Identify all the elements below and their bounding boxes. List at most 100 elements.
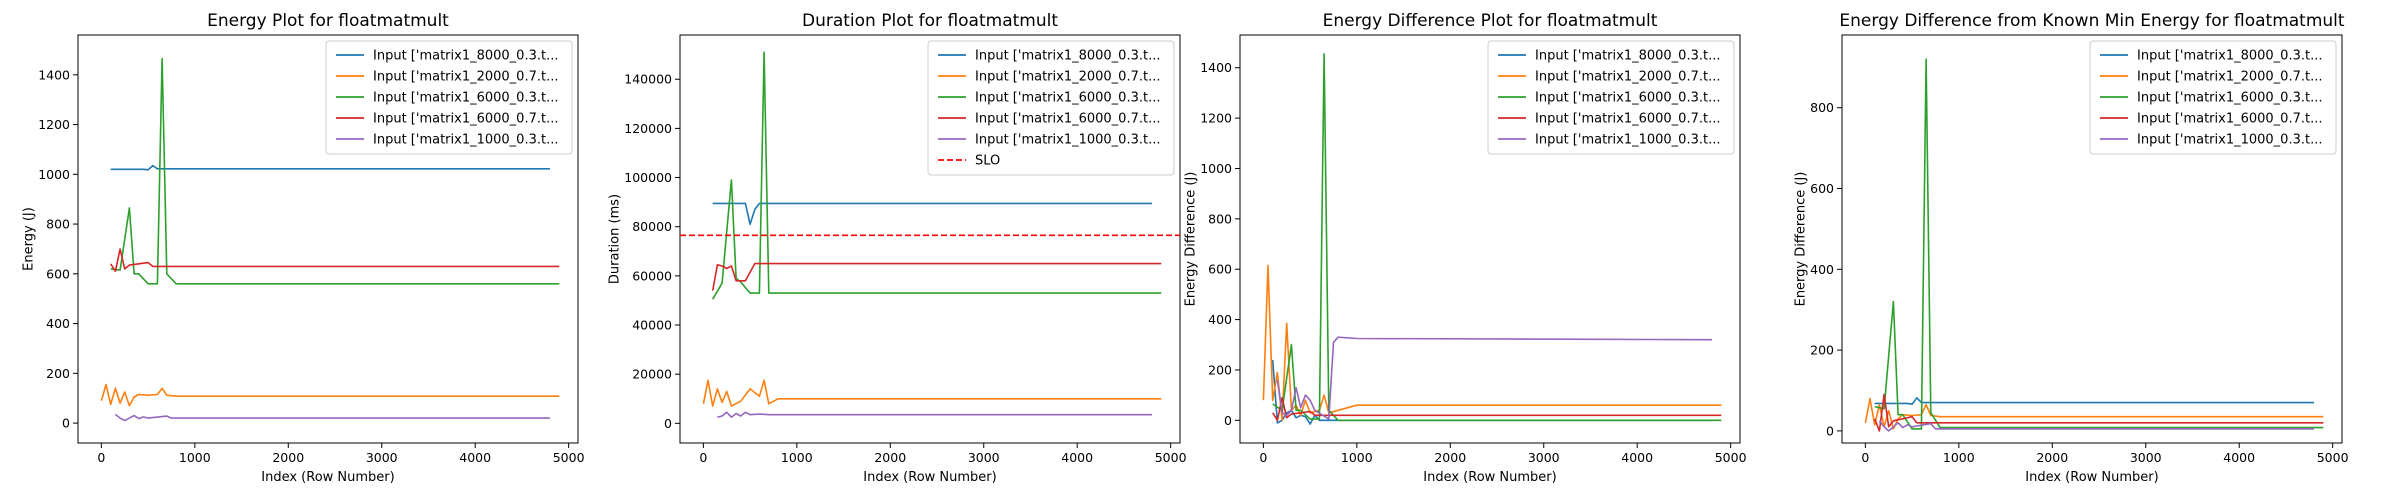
y-tick-label: 1400 — [38, 67, 70, 82]
x-tick-label: 3000 — [2130, 450, 2162, 465]
y-tick-label: 200 — [46, 366, 70, 381]
x-tick-label: 5000 — [1155, 450, 1187, 465]
legend-box — [325, 40, 573, 155]
y-tick-label: 120000 — [624, 121, 672, 136]
y-tick-label: 20000 — [632, 367, 672, 382]
y-tick-label: 0 — [1826, 423, 1834, 438]
chart-title: Energy Difference from Known Min Energy … — [1839, 11, 2344, 31]
x-tick-label: 0 — [1259, 450, 1267, 465]
legend-label: Input ['matrix1_6000_0.3.t... — [975, 91, 1160, 106]
legend-label: Input ['matrix1_2000_0.7.t... — [1535, 70, 1720, 85]
x-tick-label: 2000 — [2036, 450, 2068, 465]
y-tick-label: 200 — [1810, 343, 1834, 358]
chart-panel-2: Duration Plot for floatmatmult 0 1000 2000 3… — [608, 11, 1187, 485]
series-line-5 — [1878, 420, 2314, 432]
y-tick-label: 600 — [1208, 262, 1232, 277]
y-tick-label: 1200 — [1200, 111, 1232, 126]
legend-label: Input ['matrix1_1000_0.3.t... — [373, 133, 558, 148]
x-tick-label: 5000 — [1715, 450, 1747, 465]
x-tick-label: 1000 — [781, 450, 813, 465]
series-line-5 — [1276, 336, 1713, 420]
x-tick-label: 2000 — [874, 450, 906, 465]
legend-label: Input ['matrix1_6000_0.3.t... — [1535, 91, 1720, 106]
legend-label: Input ['matrix1_6000_0.7.t... — [975, 112, 1160, 127]
x-tick-label: 3000 — [1528, 450, 1560, 465]
x-axis-label: Index (Row Number) — [863, 470, 996, 485]
y-tick-label: 1200 — [38, 117, 70, 132]
legend-label: Input ['matrix1_1000_0.3.t... — [2137, 133, 2322, 148]
y-tick-label: 400 — [1208, 312, 1232, 327]
x-axis-label: Index (Row Number) — [261, 470, 394, 485]
legend: Input ['matrix1_8000_0.3.t... Input ['mat… — [927, 40, 1175, 176]
legend-label: Input ['matrix1_6000_0.3.t... — [2137, 91, 2322, 106]
x-tick-label: 1000 — [179, 450, 211, 465]
chart-panel-4: Energy Difference from Known Min Energy … — [1793, 11, 2348, 485]
y-tick-label: 0 — [664, 416, 672, 431]
y-tick-label: 0 — [1224, 413, 1232, 428]
series-line-2 — [702, 379, 1162, 407]
legend-label: Input ['matrix1_2000_0.7.t... — [2137, 70, 2322, 85]
x-tick-label: 3000 — [968, 450, 1000, 465]
series-line-3 — [1874, 58, 2324, 430]
y-tick-label: 100000 — [624, 170, 672, 185]
data-layer — [1864, 58, 2324, 432]
legend: Input ['matrix1_8000_0.3.t... Input ['mat… — [1487, 40, 1735, 155]
series-line-1 — [110, 164, 550, 171]
chart-title: Duration Plot for floatmatmult — [802, 11, 1058, 31]
legend-box — [1487, 40, 1735, 155]
data-layer — [680, 51, 1180, 419]
x-tick-label: 5000 — [553, 450, 585, 465]
y-tick-label: 400 — [1810, 262, 1834, 277]
series-line-2 — [1864, 397, 2324, 430]
y-tick-label: 600 — [46, 266, 70, 281]
legend-label: Input ['matrix1_6000_0.7.t... — [2137, 112, 2322, 127]
data-layer — [100, 57, 560, 422]
y-axis-label: Energy (J) — [21, 207, 36, 271]
series-line-1 — [712, 202, 1152, 226]
y-tick-label: 400 — [46, 316, 70, 331]
legend-label: Input ['matrix1_8000_0.3.t... — [1535, 49, 1720, 64]
y-tick-label: 800 — [1810, 100, 1834, 115]
legend-label: Input ['matrix1_6000_0.7.t... — [373, 112, 558, 127]
legend-label: Input ['matrix1_2000_0.7.t... — [373, 70, 558, 85]
y-tick-label: 600 — [1810, 181, 1834, 196]
x-tick-label: 0 — [1861, 450, 1869, 465]
y-tick-label: 800 — [1208, 211, 1232, 226]
series-line-2 — [1262, 264, 1722, 422]
x-axis-label: Index (Row Number) — [2025, 470, 2158, 485]
x-tick-label: 4000 — [459, 450, 491, 465]
x-tick-label: 0 — [699, 450, 707, 465]
series-line-4 — [1873, 393, 2324, 432]
y-tick-label: 1400 — [1200, 60, 1232, 75]
series-line-3 — [110, 57, 560, 285]
series-line-5 — [717, 411, 1152, 419]
x-axis-label: Index (Row Number) — [1423, 470, 1556, 485]
legend-label: Input ['matrix1_6000_0.3.t... — [373, 91, 558, 106]
series-line-4 — [711, 262, 1162, 291]
y-tick-label: 800 — [46, 217, 70, 232]
x-tick-label: 4000 — [1061, 450, 1093, 465]
series-line-3 — [1272, 53, 1722, 422]
y-axis-label: Duration (ms) — [608, 194, 623, 284]
x-tick-label: 2000 — [1434, 450, 1466, 465]
x-tick-label: 5000 — [2317, 450, 2349, 465]
legend-label: SLO — [975, 154, 1000, 169]
series-line-1 — [1874, 396, 2314, 406]
chart-title: Energy Plot for floatmatmult — [207, 11, 449, 31]
y-tick-label: 0 — [62, 416, 70, 431]
legend-label: Input ['matrix1_8000_0.3.t... — [2137, 49, 2322, 64]
series-line-3 — [712, 51, 1162, 300]
series-line-4 — [1272, 396, 1722, 422]
legend: Input ['matrix1_8000_0.3.t... Input ['mat… — [2089, 40, 2337, 155]
legend-label: Input ['matrix1_2000_0.7.t... — [975, 70, 1160, 85]
legend-box — [2089, 40, 2337, 155]
legend-label: Input ['matrix1_8000_0.3.t... — [373, 49, 558, 64]
series-line-5 — [114, 413, 550, 422]
y-tick-label: 200 — [1208, 362, 1232, 377]
series-line-2 — [100, 383, 560, 407]
y-tick-label: 80000 — [632, 219, 672, 234]
chart-panel-3: Energy Difference Plot for floatmatmult 0… — [1183, 11, 1746, 485]
legend: Input ['matrix1_8000_0.3.t... Input ['mat… — [325, 40, 573, 155]
x-tick-label: 1000 — [1943, 450, 1975, 465]
